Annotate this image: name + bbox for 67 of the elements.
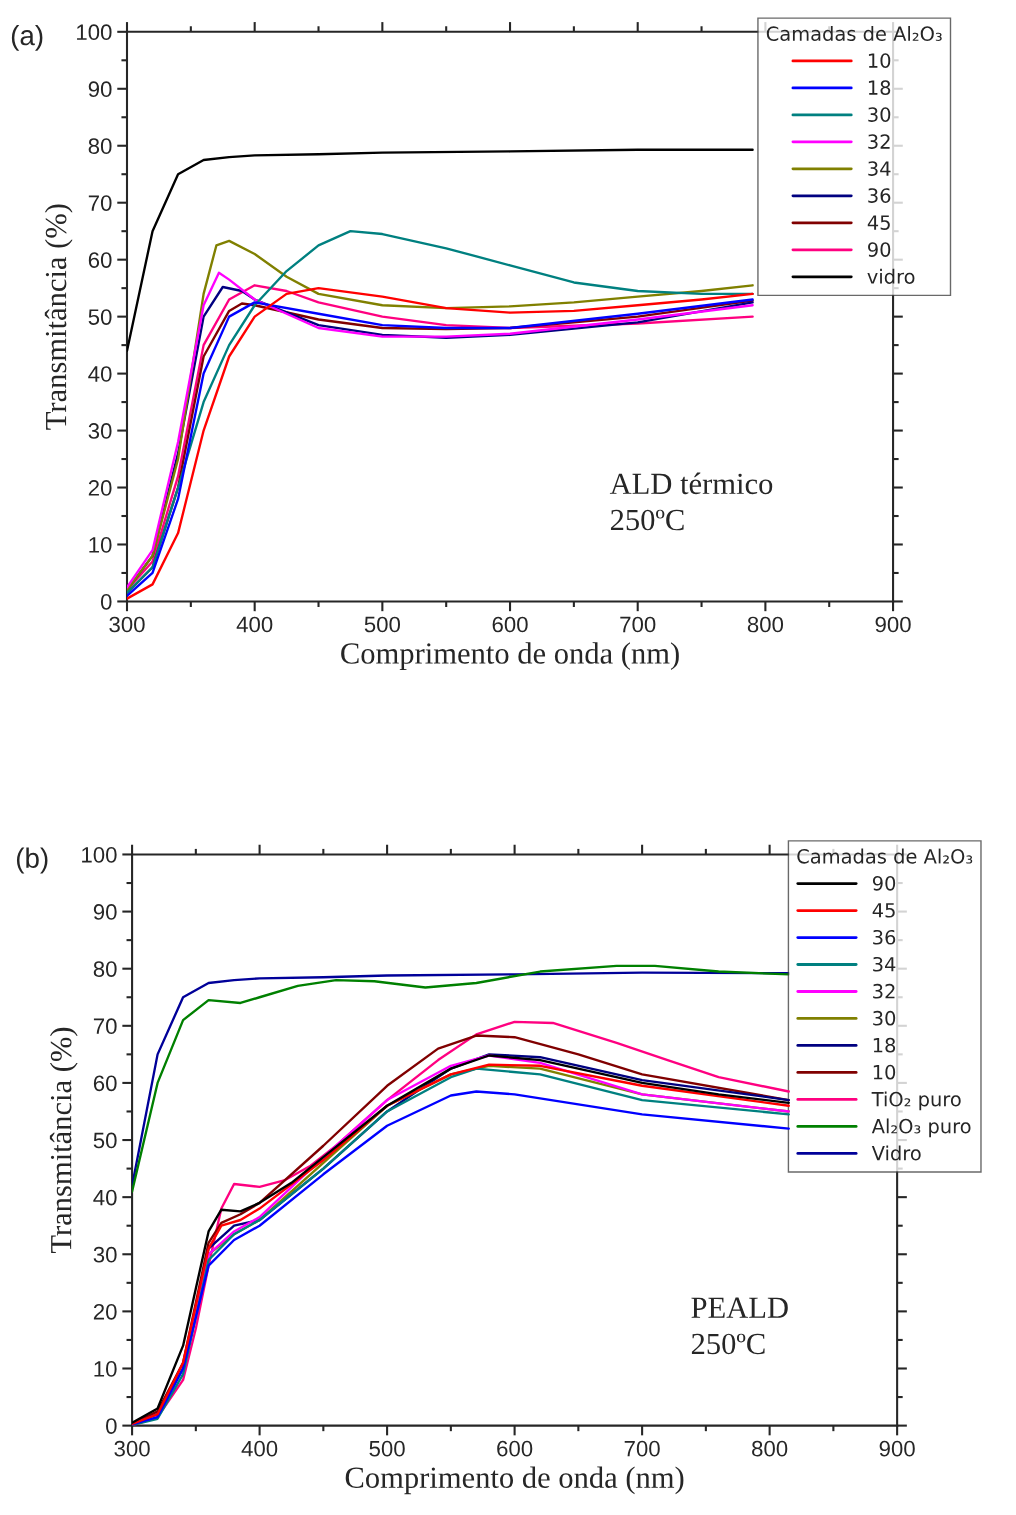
legend-title: Camadas de Al₂O₃ xyxy=(766,25,942,42)
x-tick-label: 300 xyxy=(114,1440,150,1457)
y-tick-label: 10 xyxy=(89,537,112,553)
legend-label: 45 xyxy=(867,215,890,230)
y-tick-label: 70 xyxy=(88,195,112,211)
x-tick-label: 400 xyxy=(236,616,273,633)
y-tick-label: 30 xyxy=(93,1246,117,1263)
x-axis-title: Comprimento de onda (nm) xyxy=(341,642,679,671)
chart-title: (b) xyxy=(16,847,48,874)
legend-label: Al₂O₃ puro xyxy=(871,1118,971,1138)
x-tick-label: 500 xyxy=(369,1440,405,1457)
legend-label: 36 xyxy=(873,929,896,945)
x-tick-label: 300 xyxy=(109,616,145,633)
y-tick-label: 10 xyxy=(94,1361,117,1377)
x-tick-label: 600 xyxy=(497,1440,533,1457)
x-tick-label: 800 xyxy=(752,1440,788,1457)
y-tick-label: 30 xyxy=(88,423,112,439)
legend-label: Vidro xyxy=(871,1145,921,1161)
y-tick-label: 100 xyxy=(77,24,112,41)
y-tick-label: 60 xyxy=(93,1075,117,1092)
legend-label: 30 xyxy=(873,1010,896,1026)
x-tick-label: 400 xyxy=(241,1440,278,1457)
y-tick-label: 40 xyxy=(93,1189,117,1206)
legend-label: 32 xyxy=(868,134,890,149)
legend-label: 34 xyxy=(873,956,896,972)
legend-label: 32 xyxy=(873,983,895,999)
legend-label: 45 xyxy=(872,903,895,918)
legend-label: TiO₂ puro xyxy=(871,1091,961,1111)
legend-label: 18 xyxy=(873,1037,896,1053)
x-tick-label: 600 xyxy=(492,616,528,633)
legend-label: 10 xyxy=(868,53,891,68)
y-tick-label: 80 xyxy=(93,961,117,977)
y-axis-title: Transmitância (%) xyxy=(44,204,73,430)
x-tick-label: 800 xyxy=(747,616,784,633)
x-tick-label: 500 xyxy=(364,616,401,633)
y-tick-label: 0 xyxy=(106,1418,117,1434)
y-tick-label: 50 xyxy=(88,309,112,325)
annotation: PEALD 250ºC xyxy=(691,1297,788,1355)
x-tick-label: 700 xyxy=(624,1440,660,1457)
x-tick-label: 900 xyxy=(875,616,911,633)
y-tick-label: 100 xyxy=(82,846,117,863)
legend-label: 36 xyxy=(868,188,891,203)
x-tick-label: 900 xyxy=(879,1440,915,1457)
legend-label: vidro xyxy=(867,268,915,284)
y-tick-label: 90 xyxy=(88,81,112,98)
legend-label: 90 xyxy=(872,875,896,891)
legend-label: 90 xyxy=(868,242,891,257)
y-tick-label: 70 xyxy=(93,1018,117,1035)
x-axis-title: Comprimento de onda (nm) xyxy=(345,1466,684,1495)
y-tick-label: 0 xyxy=(100,593,112,610)
y-tick-label: 50 xyxy=(93,1132,117,1149)
y-tick-label: 60 xyxy=(88,252,112,268)
chart-title: (a) xyxy=(11,24,43,51)
legend-label: 34 xyxy=(868,161,891,176)
y-tick-label: 20 xyxy=(93,1303,117,1320)
y-tick-label: 90 xyxy=(93,904,117,920)
legend-label: 30 xyxy=(868,107,891,122)
y-tick-label: 40 xyxy=(88,366,112,382)
line-series xyxy=(127,148,754,352)
y-tick-label: 20 xyxy=(88,480,112,496)
legend-label: 10 xyxy=(873,1064,896,1080)
y-axis-title: Transmitância (%) xyxy=(49,1027,78,1254)
legend-label: 18 xyxy=(868,80,891,95)
y-tick-label: 80 xyxy=(88,138,112,155)
x-tick-label: 700 xyxy=(620,616,656,633)
annotation: ALD térmico 250ºC xyxy=(609,472,773,531)
legend-title: Camadas de Al₂O₃ xyxy=(797,848,973,864)
